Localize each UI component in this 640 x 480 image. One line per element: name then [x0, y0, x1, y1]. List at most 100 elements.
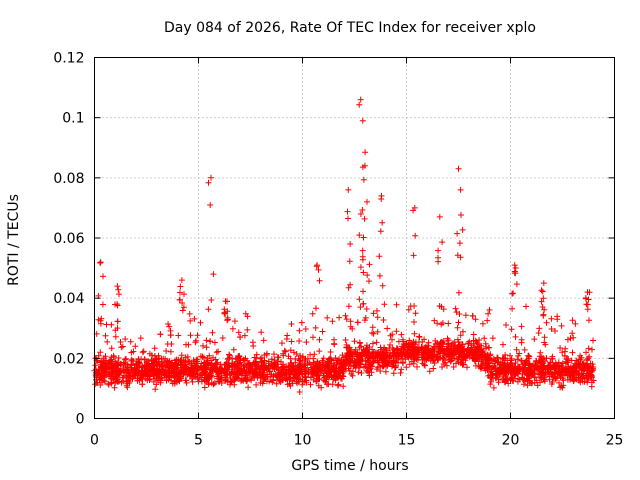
data-point: [534, 363, 541, 370]
data-point: [492, 358, 499, 365]
data-point: [180, 304, 187, 311]
data-point: [105, 360, 112, 366]
data-point: [99, 301, 106, 308]
data-point: [310, 334, 316, 341]
data-point: [204, 359, 210, 365]
data-point: [334, 382, 341, 389]
data-point: [361, 162, 368, 169]
data-point: [106, 373, 113, 380]
data-point: [151, 345, 158, 352]
data-point: [249, 339, 256, 346]
data-point: [443, 362, 450, 369]
data-point: [147, 368, 154, 375]
data-point: [556, 379, 562, 386]
data-point: [507, 352, 513, 359]
data-point: [385, 361, 392, 368]
data-point: [447, 353, 453, 360]
data-point: [473, 347, 479, 354]
data-point: [274, 354, 281, 361]
data-point: [221, 368, 228, 375]
data-point: [359, 247, 366, 254]
data-point: [569, 317, 576, 324]
data-point: [315, 382, 322, 389]
data-point: [207, 202, 214, 208]
data-point: [261, 352, 268, 359]
y-tick-label: 0.1: [62, 111, 84, 127]
data-point: [408, 353, 415, 360]
data-point: [374, 314, 381, 321]
data-point: [356, 296, 363, 303]
data-point: [363, 306, 370, 312]
data-point: [360, 176, 367, 183]
data-point: [259, 367, 266, 373]
data-point: [528, 363, 535, 370]
data-point: [340, 383, 347, 390]
x-tick-label: 20: [502, 433, 520, 449]
data-point: [560, 372, 567, 378]
data-point: [187, 317, 194, 324]
data-point: [134, 360, 141, 367]
data-point: [450, 364, 457, 370]
data-point: [242, 375, 248, 382]
data-point: [136, 377, 143, 384]
data-point: [430, 365, 437, 372]
data-point: [363, 367, 370, 374]
data-point: [230, 346, 237, 353]
data-point: [387, 332, 394, 339]
data-point: [214, 369, 221, 376]
data-point: [454, 252, 461, 259]
data-point: [566, 369, 573, 376]
tick-labels: 0 5 10 15 20 25 0 0.02 0.04 0.06 0.08 0.1 0.12: [53, 51, 623, 449]
data-point: [198, 360, 205, 367]
data-point: [558, 322, 565, 329]
data-point: [582, 361, 588, 368]
y-tick-label: 0.08: [53, 171, 84, 187]
data-point: [379, 282, 386, 289]
data-point: [586, 353, 593, 360]
data-point: [178, 373, 184, 380]
data-point: [511, 268, 518, 275]
data-point: [393, 328, 400, 335]
data-point: [435, 258, 442, 265]
data-point: [543, 355, 550, 362]
data-point: [320, 372, 327, 379]
data-point: [110, 354, 117, 360]
data-point: [253, 351, 260, 358]
data-point: [222, 378, 229, 384]
data-point: [510, 290, 517, 297]
data-point: [336, 314, 343, 321]
data-point: [360, 300, 367, 307]
data-point: [193, 366, 200, 373]
data-point: [364, 272, 371, 279]
data-point: [398, 366, 405, 373]
data-point: [458, 348, 465, 355]
data-point: [507, 377, 514, 383]
data-point: [508, 357, 515, 364]
data-point: [263, 378, 270, 385]
data-point: [289, 377, 295, 384]
data-point: [287, 347, 294, 354]
data-point: [540, 312, 547, 319]
data-point: [405, 306, 412, 313]
data-point: [148, 357, 155, 364]
data-point: [163, 357, 170, 364]
data-point: [209, 329, 216, 336]
data-point: [536, 371, 543, 378]
data-point: [119, 374, 126, 381]
data-point: [342, 312, 349, 319]
data-point: [216, 376, 223, 382]
data-point: [128, 361, 135, 368]
data-point: [145, 358, 152, 365]
data-point: [100, 355, 107, 362]
data-point: [537, 379, 543, 386]
data-point: [539, 288, 546, 295]
data-point: [564, 359, 571, 366]
data-point: [131, 372, 138, 379]
data-point: [484, 317, 491, 324]
data-point: [200, 354, 207, 361]
x-tick-label: 0: [90, 433, 99, 449]
data-point: [574, 360, 581, 367]
data-point: [102, 332, 109, 339]
data-point: [227, 375, 234, 381]
data-point: [500, 341, 506, 348]
